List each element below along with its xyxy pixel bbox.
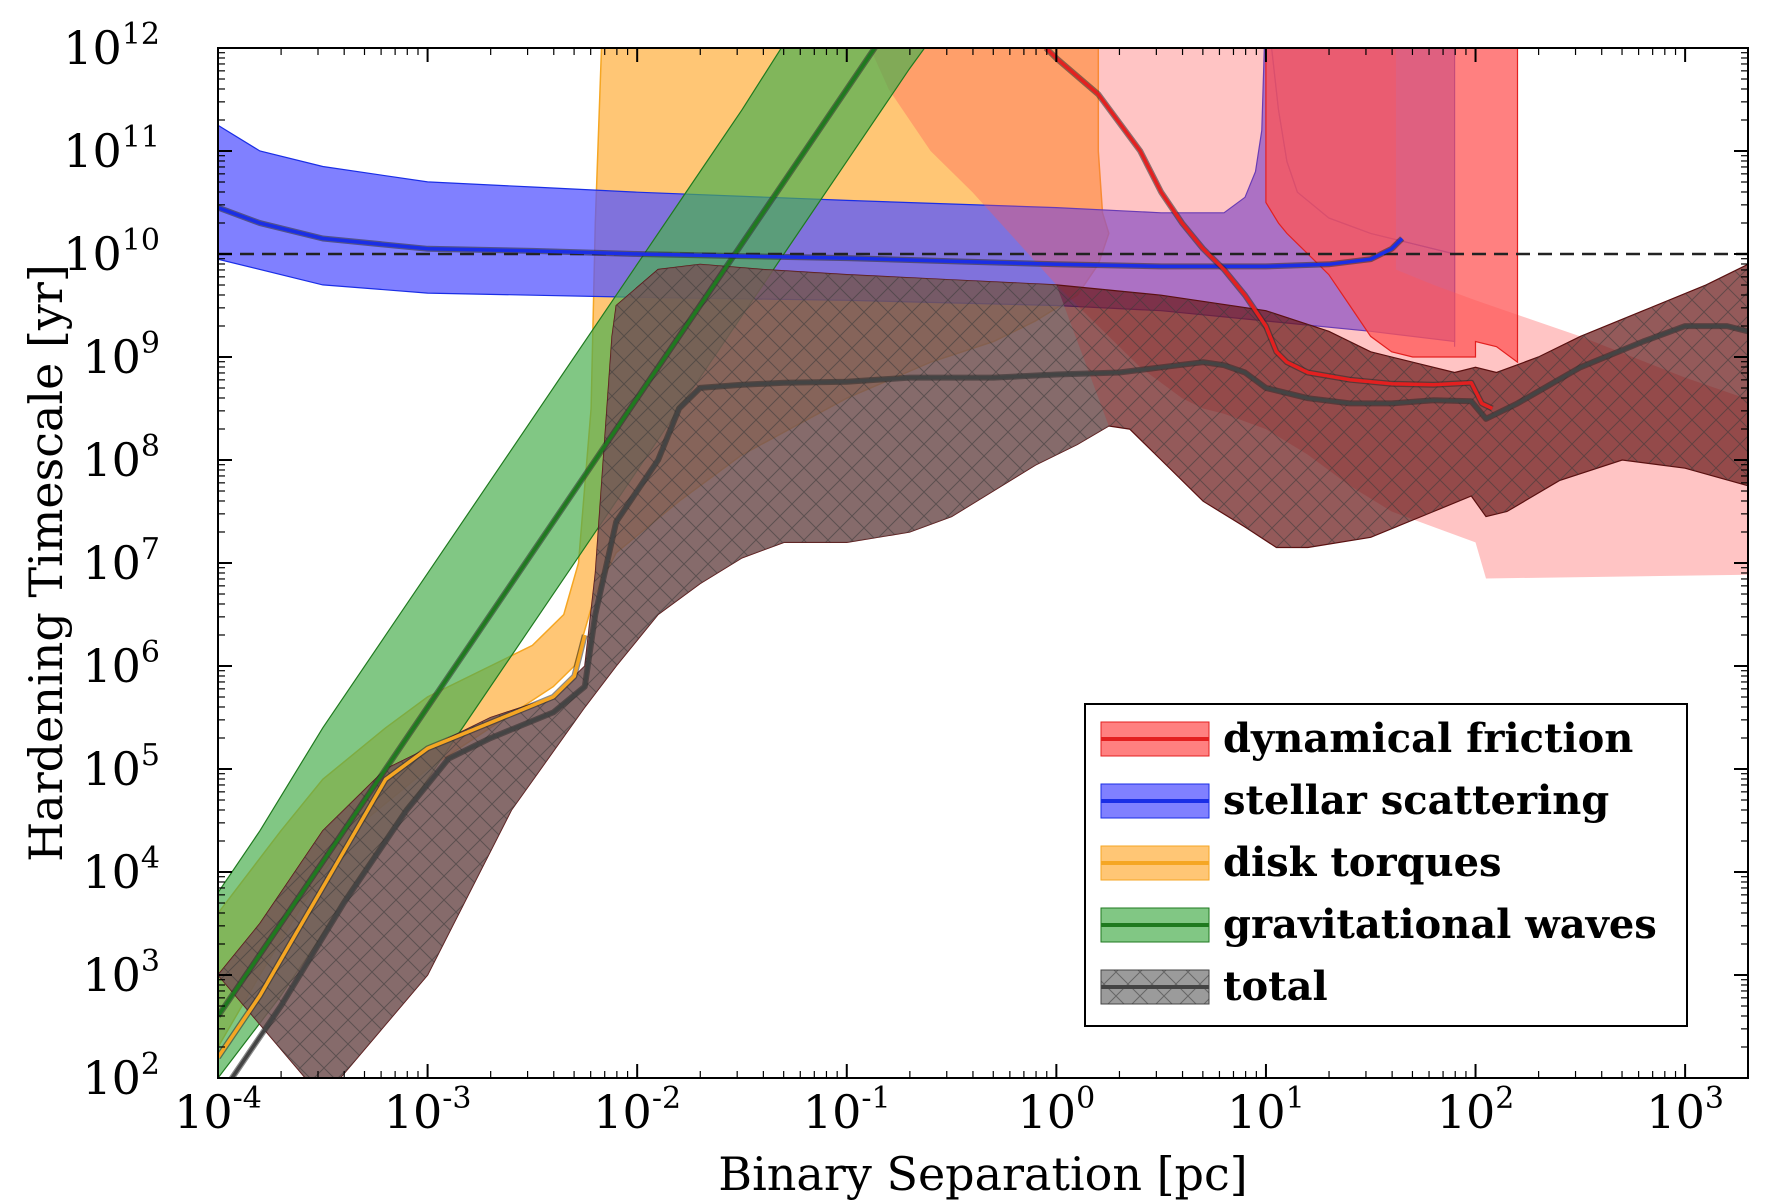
x-tick-label: 103 [1646, 1081, 1724, 1139]
y-tick-label: 108 [82, 429, 160, 487]
x-axis-label: Binary Separation [pc] [718, 1147, 1247, 1200]
x-tick-label: 10-4 [174, 1081, 262, 1139]
x-tick-label: 101 [1227, 1081, 1305, 1139]
dynamical-friction-legend-label: dynamical friction [1223, 715, 1633, 762]
y-tick-label: 103 [82, 944, 160, 1002]
gravitational-waves-line [218, 48, 877, 1018]
stellar-scattering-line [218, 205, 1404, 269]
stellar-scattering-legend-label: stellar scattering [1223, 777, 1609, 824]
disk-torques-legend-label: disk torques [1223, 839, 1502, 886]
y-axis-label: Hardening Timescale [yr] [19, 264, 73, 862]
dynamical-friction-line [1044, 48, 1494, 411]
total-line [229, 324, 1748, 1078]
y-tick-label: 1011 [63, 120, 160, 178]
x-tick-label: 10-1 [803, 1081, 891, 1139]
y-tick-label: 105 [82, 738, 160, 796]
x-tick-label: 102 [1437, 1081, 1515, 1139]
y-tick-label: 104 [82, 841, 160, 899]
total-legend-label: total [1223, 963, 1328, 1010]
gravitational-waves-legend-label: gravitational waves [1223, 901, 1657, 948]
axis-ticks: 10-4 10-3 10-2 10-1 100 101 102 103 102 103 104 105… [63, 17, 1748, 1139]
y-tick-label: 107 [82, 532, 160, 590]
x-tick-label: 10-2 [593, 1081, 681, 1139]
disk-torques-line [218, 634, 587, 1059]
y-tick-label: 1010 [63, 223, 160, 281]
dynamical-friction-band-top [1265, 48, 1519, 364]
x-tick-label: 10-3 [384, 1081, 472, 1139]
x-tick-label: 100 [1018, 1081, 1096, 1139]
legend: dynamical friction stellar scattering disk… [1084, 703, 1688, 1027]
total-band-hatch [218, 264, 1748, 1078]
y-tick-label: 109 [82, 326, 160, 384]
y-tick-label: 102 [82, 1047, 160, 1105]
y-tick-label: 106 [82, 635, 160, 693]
plot-area [218, 48, 1748, 1078]
y-tick-label: 1012 [63, 17, 160, 75]
